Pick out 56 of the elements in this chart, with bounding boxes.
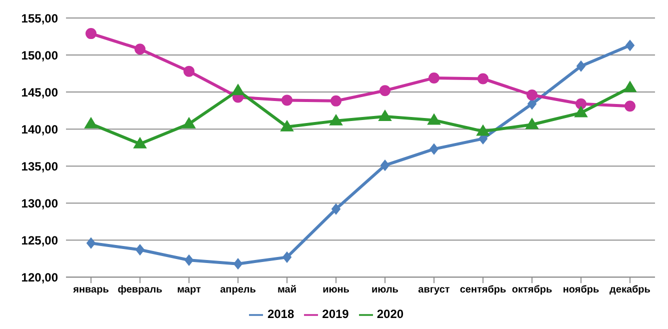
x-tick-label: февраль bbox=[118, 284, 162, 296]
x-tick-label: сентябрь bbox=[460, 284, 506, 296]
point bbox=[380, 85, 390, 96]
x-tick-label: март bbox=[177, 284, 201, 296]
x-tick-label: май bbox=[278, 284, 296, 296]
y-tick-label: 155,00 bbox=[21, 11, 58, 26]
point bbox=[86, 238, 96, 249]
point bbox=[184, 254, 194, 266]
y-tick-label: 135,00 bbox=[21, 159, 58, 174]
legend-label: 2020 bbox=[376, 307, 404, 322]
point bbox=[184, 66, 194, 77]
point bbox=[136, 244, 144, 256]
x-tick-label: апрель bbox=[220, 284, 256, 296]
y-tick-label: 145,00 bbox=[21, 85, 58, 100]
point bbox=[380, 160, 390, 171]
y-tick-label: 140,00 bbox=[21, 122, 58, 136]
point bbox=[330, 114, 342, 126]
legend-label: 2018 bbox=[267, 307, 294, 322]
point bbox=[526, 118, 538, 130]
point bbox=[282, 252, 292, 263]
y-tick-label: 130,00 bbox=[21, 196, 58, 210]
x-tick-label: июнь bbox=[322, 284, 350, 296]
point bbox=[332, 204, 340, 215]
point bbox=[626, 40, 634, 51]
point bbox=[86, 28, 96, 40]
point bbox=[576, 98, 586, 110]
y-tick-label: 125,00 bbox=[21, 233, 58, 248]
x-tick-label: октябрь bbox=[512, 284, 552, 296]
legend-label: 2019 bbox=[322, 307, 349, 322]
x-tick-label: ноябрь bbox=[562, 284, 600, 296]
x-tick-label: август bbox=[418, 284, 450, 296]
point bbox=[576, 60, 586, 72]
point bbox=[182, 117, 196, 128]
point bbox=[134, 137, 146, 148]
point bbox=[330, 95, 342, 106]
point bbox=[624, 81, 636, 92]
point bbox=[430, 144, 438, 155]
point bbox=[428, 72, 440, 84]
point bbox=[476, 124, 490, 136]
point bbox=[428, 114, 440, 125]
point bbox=[134, 44, 146, 55]
point bbox=[478, 73, 488, 84]
point bbox=[234, 258, 242, 270]
point bbox=[232, 84, 244, 96]
point bbox=[526, 90, 538, 101]
y-tick-label: 150,00 bbox=[21, 48, 58, 62]
point bbox=[378, 110, 392, 121]
point bbox=[574, 106, 588, 118]
x-tick-label: январь bbox=[73, 284, 109, 296]
x-tick-label: июль bbox=[372, 284, 398, 296]
point bbox=[624, 100, 636, 112]
point bbox=[84, 117, 98, 128]
point bbox=[280, 120, 294, 132]
point bbox=[282, 94, 292, 106]
y-tick-label: 120,00 bbox=[21, 270, 58, 284]
x-tick-label: декабрь bbox=[610, 284, 650, 296]
